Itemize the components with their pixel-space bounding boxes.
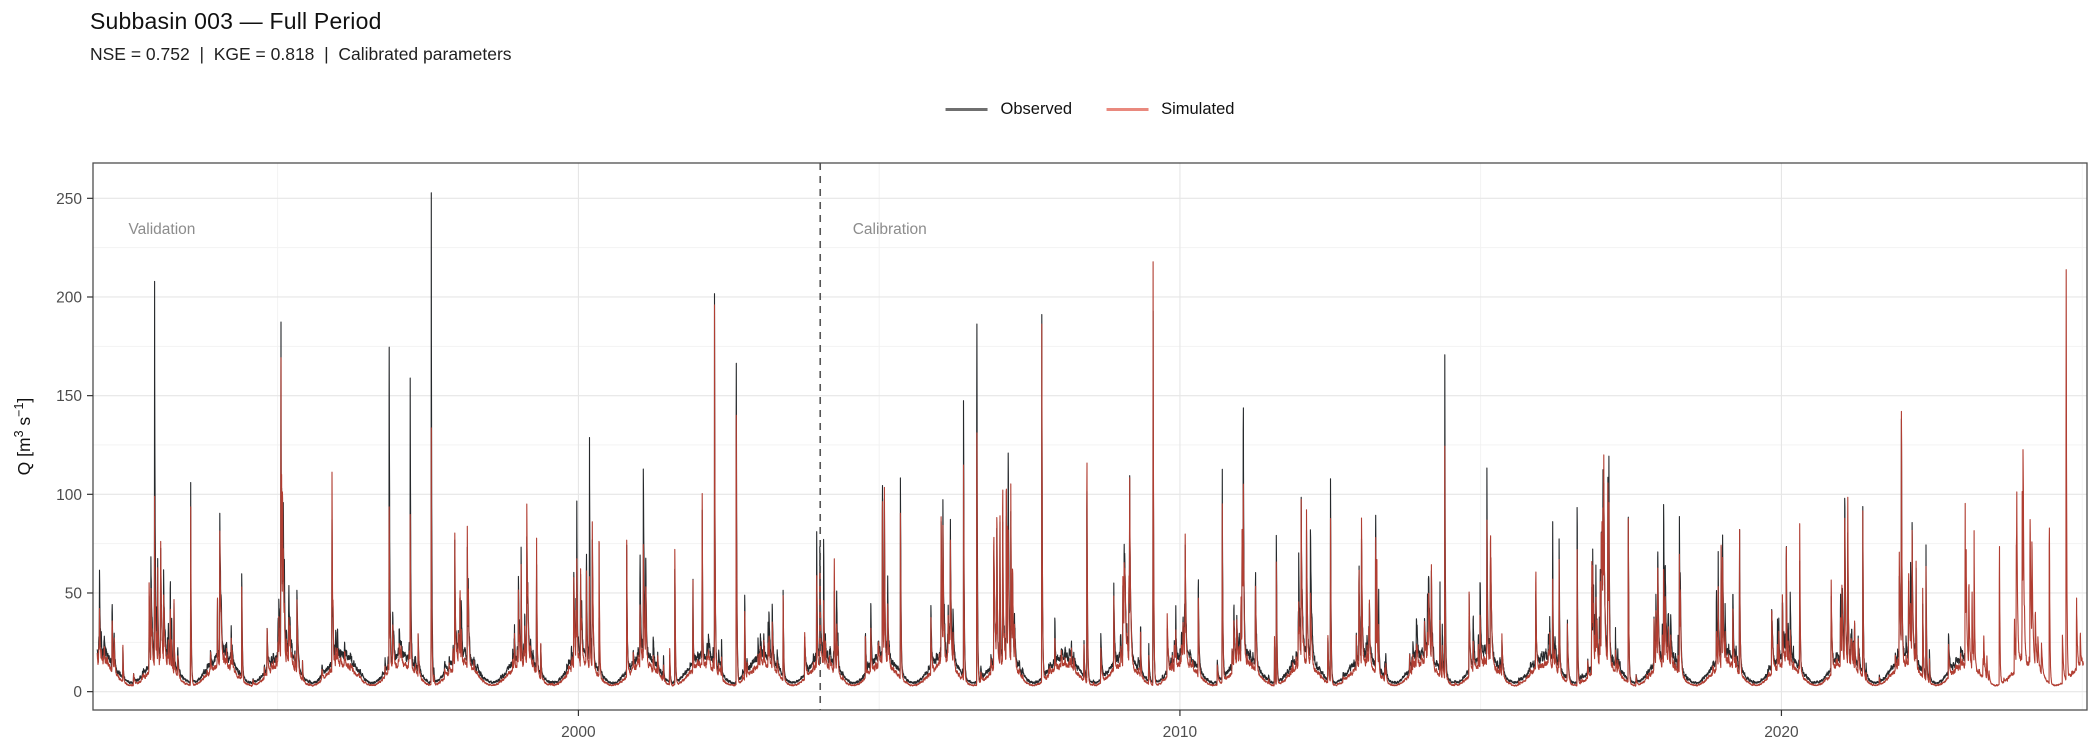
y-axis-tick-label: 150	[56, 388, 82, 405]
legend-item-simulated: Simulated	[1106, 100, 1234, 119]
y-axis-title: Q [m3 s−1]	[12, 398, 34, 476]
legend: Observed Simulated	[945, 100, 1234, 119]
legend-label-simulated: Simulated	[1161, 100, 1235, 118]
y-axis-tick-label: 250	[56, 191, 82, 208]
legend-label-observed: Observed	[1000, 100, 1073, 118]
y-axis-tick-label: 200	[56, 289, 82, 306]
chart-subtitle: NSE = 0.752 | KGE = 0.818 | Calibrated p…	[90, 44, 512, 64]
x-axis-tick-label: 2020	[1764, 724, 1799, 741]
panel-background	[93, 163, 2087, 710]
legend-item-observed: Observed	[945, 100, 1073, 119]
y-axis-tick-label: 0	[73, 684, 82, 701]
y-axis-tick-label: 100	[56, 487, 82, 504]
observed-line-key-icon	[945, 108, 988, 111]
chart-title: Subbasin 003 — Full Period	[90, 8, 382, 34]
period-label-validation: Validation	[128, 221, 195, 238]
x-axis-tick-label: 2000	[561, 724, 596, 741]
y-axis-tick-label: 50	[65, 585, 83, 602]
panel-border	[92, 162, 2088, 711]
period-label-calibration: Calibration	[853, 221, 927, 238]
simulated-line-key-icon	[1106, 108, 1149, 111]
x-axis-tick-label: 2010	[1163, 724, 1198, 741]
simulated-series-line	[96, 261, 2084, 687]
